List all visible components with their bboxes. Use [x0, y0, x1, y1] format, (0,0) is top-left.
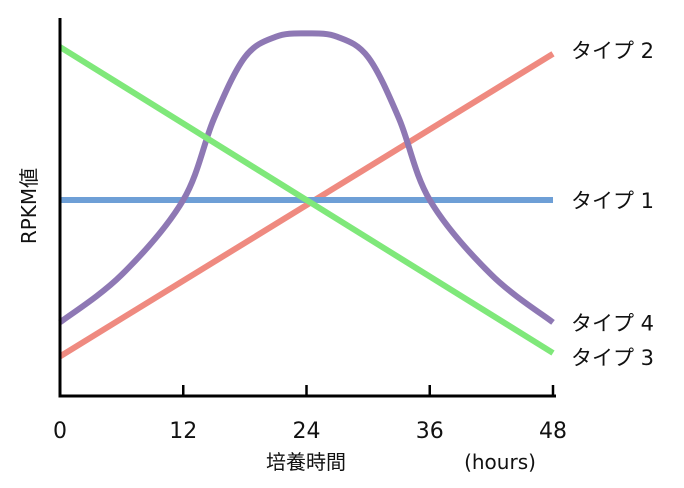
x-tick-label-36: 36: [416, 419, 444, 444]
series-line-3: [58, 30, 555, 325]
x-tick-label-48: 48: [539, 419, 567, 444]
series-layer: [58, 30, 555, 359]
y-axis-title: RPKM値: [17, 168, 41, 244]
x-tick-label-0: 0: [53, 419, 67, 444]
x-tick-label-24: 24: [293, 419, 321, 444]
x-axis-unit: (hours): [464, 450, 536, 474]
x-tick-layer: 0 12 24 36 48: [53, 385, 567, 444]
series-label-4: タイプ 3: [571, 346, 654, 370]
x-axis-title: 培養時間: [266, 450, 346, 474]
series-label-layer: タイプ 2 タイプ 1 タイプ 4 タイプ 3: [571, 39, 654, 370]
series-label-3: タイプ 4: [571, 311, 654, 335]
x-tick-label-12: 12: [169, 419, 197, 444]
series-line-1: [58, 51, 555, 359]
series-label-2: タイプ 1: [571, 189, 654, 213]
series-line-4: [58, 44, 555, 356]
series-label-1: タイプ 2: [571, 39, 654, 63]
